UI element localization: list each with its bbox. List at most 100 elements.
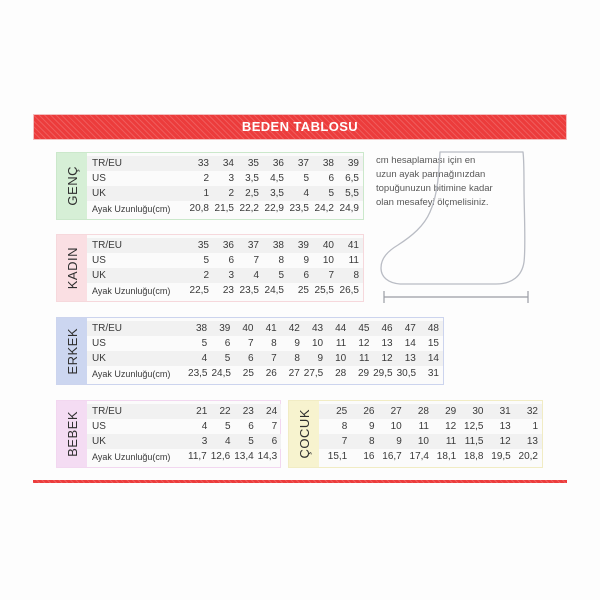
table-row: TR/EU 38 39 40 41 42 43 44 45 46 47 48 <box>87 321 443 336</box>
table-cell: 11,7 <box>188 451 207 462</box>
page-title: BEDEN TABLOSU <box>241 119 359 134</box>
table-cell: 8 <box>294 353 300 364</box>
row-cells: 21 22 23 24 <box>188 406 281 417</box>
table-cell: 13 <box>499 421 511 432</box>
table-cell: 3,5 <box>245 173 259 184</box>
row-header: TR/EU <box>92 406 122 417</box>
table-cell: 1 <box>532 421 538 432</box>
row-header: UK <box>92 188 106 199</box>
row-cells: 2 3 4 5 6 7 8 <box>188 270 363 281</box>
table-cell: 7 <box>341 436 348 447</box>
table-row: Ayak Uzunluğu(cm) 22,5 23 23,5 24,5 25 25,5 26,… <box>87 283 363 298</box>
table-cell: 7 <box>271 421 278 432</box>
table-cell: 45 <box>358 323 370 334</box>
table-cell: 4 <box>303 188 309 199</box>
category-label-kadin: KADIN <box>57 235 87 301</box>
row-cells: 20,8 21,5 22,2 22,9 23,5 24,2 24,9 <box>188 203 363 214</box>
row-cells: 3 4 5 6 <box>188 436 281 447</box>
table-cell: 10 <box>335 353 347 364</box>
table-cell: 17,4 <box>409 451 429 462</box>
category-label-text: GENÇ <box>64 166 80 206</box>
table-cell: 19,5 <box>491 451 511 462</box>
table-cell: 22,9 <box>264 203 284 214</box>
table-cell: 13 <box>381 338 393 349</box>
table-row: Ayak Uzunluğu(cm) 20,8 21,5 22,2 22,9 23,5 24,… <box>87 201 363 216</box>
table-cell: 8 <box>271 338 277 349</box>
size-table-erkek: ERKEK TR/EU 38 39 40 41 42 43 44 45 46 47 48 US 5 6 7 8 9 1… <box>56 317 444 385</box>
row-header: Ayak Uzunluğu(cm) <box>92 285 171 296</box>
table-cell: 13,4 <box>234 451 254 462</box>
cm-dimension-line <box>383 291 529 303</box>
category-label-text: ERKEK <box>64 327 80 375</box>
table-cell: 26 <box>363 406 375 417</box>
row-header: TR/EU <box>92 158 122 169</box>
table-cell: 22 <box>219 406 231 417</box>
foot-diagram: cm <box>378 150 568 310</box>
table-cell: 8 <box>368 436 375 447</box>
table-cell: 10 <box>417 436 429 447</box>
row-cells: 25 26 27 28 29 30 31 32 <box>324 406 542 417</box>
table-cell: 14 <box>404 338 416 349</box>
row-cells: 2 3 3,5 4,5 5 6 6,5 <box>188 173 363 184</box>
table-row: UK 3 4 5 6 <box>87 434 282 449</box>
table-cell: 37 <box>247 240 259 251</box>
category-label-bebek: BEBEK <box>57 401 87 467</box>
table-cell: 7 <box>253 255 259 266</box>
row-cells: 7 8 9 10 11 11,5 12 13 <box>324 436 542 447</box>
table-cell: 5 <box>225 421 231 432</box>
table-cell: 28 <box>417 406 429 417</box>
row-header: UK <box>92 270 106 281</box>
table-rows: 25 26 27 28 29 30 31 32 8 9 10 11 12 12,5 13 1 7 8 9 10 11 11… <box>319 401 542 467</box>
row-cells: 23,5 24,5 25 26 27 27,5 28 29 29,5 30,5 31 <box>188 368 443 379</box>
table-row: UK 4 5 6 7 8 9 10 11 12 13 14 <box>87 351 443 366</box>
table-row: 8 9 10 11 12 12,5 13 1 <box>319 419 542 434</box>
table-cell: 37 <box>297 158 309 169</box>
table-cell: 8 <box>353 270 359 281</box>
table-cell: 42 <box>288 323 300 334</box>
table-cell: 4 <box>201 353 208 364</box>
table-cell: 13 <box>526 436 538 447</box>
row-cells: 8 9 10 11 12 12,5 13 1 <box>324 421 542 432</box>
table-cell: 40 <box>322 240 334 251</box>
table-cell: 23 <box>242 406 254 417</box>
table-cell: 12,5 <box>464 421 484 432</box>
table-rows: TR/EU 33 34 35 36 37 38 39 US 2 3 3,5 4,5 5 6 6,5 UK 1 2 2,… <box>87 153 363 219</box>
table-cell: 34 <box>222 158 234 169</box>
table-cell: 14,3 <box>257 451 278 462</box>
category-label-text: BEBEK <box>64 411 80 457</box>
table-cell: 26,5 <box>339 285 359 296</box>
table-cell: 16 <box>363 451 375 462</box>
table-rows: TR/EU 38 39 40 41 42 43 44 45 46 47 48 US 5 6 7 8 9 10 11 12… <box>87 318 443 384</box>
table-cell: 7 <box>271 353 277 364</box>
table-cell: 4 <box>201 421 208 432</box>
table-cell: 2 <box>203 173 209 184</box>
row-cells: 11,7 12,6 13,4 14,3 <box>188 451 281 462</box>
category-label-cocuk: ÇOCUK <box>289 401 319 467</box>
table-cell: 5 <box>278 270 284 281</box>
table-cell: 18,8 <box>464 451 484 462</box>
row-header: UK <box>92 353 106 364</box>
table-cell: 31 <box>499 406 511 417</box>
measurement-instructions: cm hesaplaması için en uzun ayak parmağı… <box>376 155 493 208</box>
table-cell: 44 <box>335 323 347 334</box>
table-cell: 3 <box>228 173 234 184</box>
table-row: US 2 3 3,5 4,5 5 6 6,5 <box>87 171 363 186</box>
table-cell: 6 <box>328 173 334 184</box>
table-cell: 23,5 <box>188 368 208 379</box>
table-cell: 38 <box>322 158 334 169</box>
table-cell: 6 <box>303 270 309 281</box>
table-cell: 48 <box>427 323 439 334</box>
table-cell: 9 <box>396 436 402 447</box>
row-header: US <box>92 173 106 184</box>
table-cell: 24,2 <box>314 203 334 214</box>
row-cells: 38 39 40 41 42 43 44 45 46 47 48 <box>188 323 443 334</box>
row-cells: 35 36 37 38 39 40 41 <box>188 240 363 251</box>
table-cell: 11,5 <box>464 436 484 447</box>
table-cell: 21 <box>196 406 208 417</box>
row-cells: 1 2 2,5 3,5 4 5 5,5 <box>188 188 363 199</box>
table-cell: 38 <box>196 323 208 334</box>
table-cell: 13 <box>404 353 416 364</box>
table-row: US 5 6 7 8 9 10 11 <box>87 253 363 268</box>
table-cell: 18,1 <box>436 451 457 462</box>
table-row: UK 2 3 4 5 6 7 8 <box>87 268 363 283</box>
